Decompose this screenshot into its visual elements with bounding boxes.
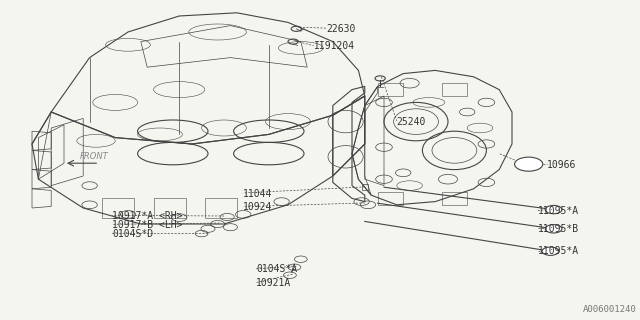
Text: 10924: 10924 [243, 202, 273, 212]
Text: FRONT: FRONT [80, 152, 109, 161]
Text: 11095*A: 11095*A [538, 246, 579, 256]
Text: 0104S*D: 0104S*D [112, 229, 153, 239]
Text: 11095*B: 11095*B [538, 224, 579, 234]
Text: 10966: 10966 [547, 160, 577, 170]
Circle shape [545, 205, 562, 214]
Circle shape [542, 247, 559, 255]
Text: 11095*A: 11095*A [538, 206, 579, 216]
Text: 22630: 22630 [326, 24, 356, 34]
Circle shape [545, 225, 562, 233]
Text: 10917*B <LH>: 10917*B <LH> [112, 220, 182, 230]
Circle shape [515, 157, 543, 171]
Text: 11044: 11044 [243, 188, 273, 199]
Text: 0104S*A: 0104S*A [256, 264, 297, 275]
Text: II91204: II91204 [314, 41, 355, 52]
Text: 10921A: 10921A [256, 278, 291, 288]
Text: 10917*A <RH>: 10917*A <RH> [112, 211, 182, 221]
Text: A006001240: A006001240 [583, 305, 637, 314]
Text: 25240: 25240 [397, 116, 426, 127]
